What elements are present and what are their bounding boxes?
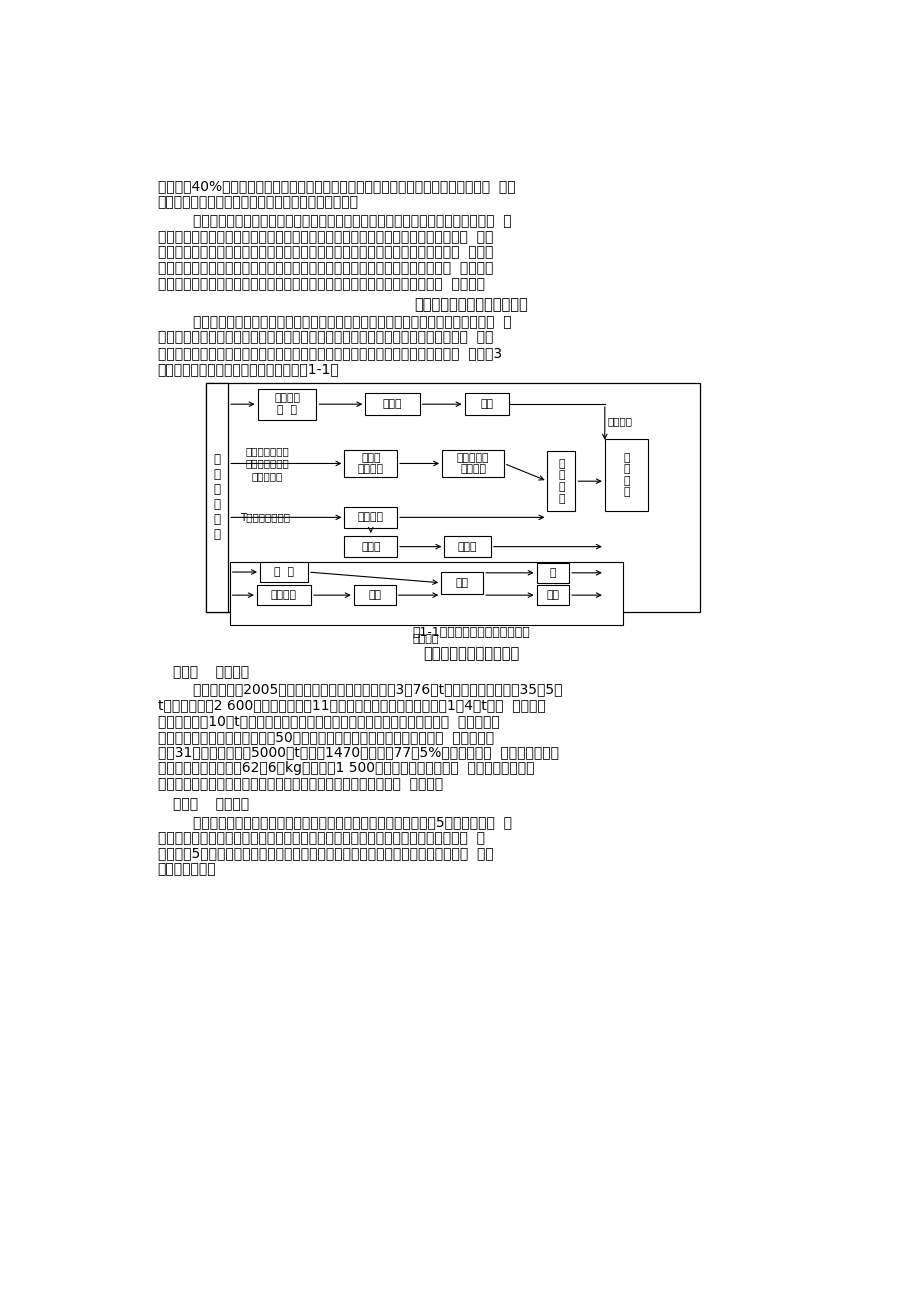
Text: 废置堆存
回  填: 废置堆存 回 填 (274, 393, 300, 415)
Bar (256, 585, 311, 605)
Text: 石、粉煤灰是两种排放量最大的工业固体废物，它们含有多种化学成分及有机质，处  理处: 石、粉煤灰是两种排放量最大的工业固体废物，它们含有多种化学成分及有机质，处 理处 (157, 331, 493, 345)
Bar (344, 506, 397, 529)
Text: 影响，无害化处理率低，只有少数有固定堆放场地，大部分进行自由堆放，或直接排  进河: 影响，无害化处理率低，只有少数有固定堆放场地，大部分进行自由堆放，或直接排 进河 (157, 229, 493, 243)
Text: 耕地。例如，平顶山矿区开发的50年内，仅平煤集团总公司所属煤矿及选产  厂排放煤矸: 耕地。例如，平顶山矿区开发的50年内，仅平煤集团总公司所属煤矿及选产 厂排放煤矸 (157, 730, 494, 743)
Text: T肥料、改良土壤: T肥料、改良土壤 (239, 513, 289, 522)
Text: t，大小矸石山2 600多座，占压土地11万多亩；我国粉煤灰的排放量达1．4亿t，粉  煤灰的总: t，大小矸石山2 600多座，占压土地11万多亩；我国粉煤灰的排放量达1．4亿t… (157, 698, 545, 712)
Text: （二）    污染大气: （二） 污染大气 (173, 798, 249, 811)
Bar (365, 393, 419, 415)
Text: 沟。矸石山侵占大量土地，随着风化、雨水淋溶作用重金属离子下渗污染土壤及水  体，矸: 沟。矸石山侵占大量土地，随着风化、雨水淋溶作用重金属离子下渗污染土壤及水 体，矸 (157, 246, 493, 259)
Text: （一）    侵占土地: （一） 侵占土地 (173, 665, 249, 680)
Text: 大气: 大气 (455, 578, 468, 587)
Bar (464, 393, 509, 415)
Text: 肉、奶: 肉、奶 (458, 542, 477, 552)
Text: 石山31座，矸石积存量5000万t，占地1470亩，其中77．5%为可耕地，按  当地平均种植水: 石山31座，矸石积存量5000万t，占地1470亩，其中77．5%为可耕地，按 … (157, 746, 558, 759)
Text: 食用植物: 食用植物 (357, 513, 383, 522)
Bar (444, 536, 491, 557)
Bar (353, 585, 395, 605)
Text: 据统计，截至2005年底，排放煤矸石、洗矸、煤泥3．76亿t，历年堆存的煤矸石35．5亿: 据统计，截至2005年底，排放煤矸石、洗矸、煤泥3．76亿t，历年堆存的煤矸石3… (157, 682, 562, 697)
Bar (344, 536, 397, 557)
Text: 江、河、湖、地
下水、固废是理
处一置场地: 江、河、湖、地 下水、固废是理 处一置场地 (244, 447, 289, 480)
Text: 直接接舱: 直接接舱 (413, 634, 439, 644)
Text: 化硫、氮氧化物、一氧化碳和总氧化剂。煤炭固体废物在堆放及处理过程中不同程度  地: 化硫、氮氧化物、一氧化碳和总氧化剂。煤炭固体废物在堆放及处理过程中不同程度 地 (157, 831, 484, 845)
Text: 图1-1煤炭固体废物污染致病途径: 图1-1煤炭固体废物污染致病途径 (413, 626, 529, 639)
Bar (206, 383, 228, 612)
Text: 一、煤炭固体废物的污染途径: 一、煤炭固体废物的污染途径 (414, 298, 528, 312)
Text: 堆存量已超过10亿t。煤炭固体废物的排放和堆存侵占大量的土地，其中有相  当部分为可: 堆存量已超过10亿t。煤炭固体废物的排放和堆存侵占大量的土地，其中有相 当部分为… (157, 713, 499, 728)
Text: 水生生
物、植物: 水生生 物、植物 (357, 453, 383, 474)
Text: 自  燃: 自 燃 (274, 568, 294, 577)
Bar (344, 449, 397, 478)
Text: 人
类
植
物: 人 类 植 物 (558, 458, 564, 504)
Text: 个方面：土壤、大气以及水体。具体见图1-1。: 个方面：土壤、大气以及水体。具体见图1-1。 (157, 362, 339, 376)
Text: 食用水生生
物、植物: 食用水生生 物、植物 (457, 453, 489, 474)
Text: 人
类
疾
病: 人 类 疾 病 (622, 453, 630, 497)
Bar (536, 585, 569, 605)
Text: 二、煤炭固体废物的危害: 二、煤炭固体废物的危害 (423, 646, 519, 661)
Text: 石的自燃散发大量的有害气体，严重污染大气；湿排粉煤灰需要消耗大量的水资  源、干涸: 石的自燃散发大量的有害气体，严重污染大气；湿排粉煤灰需要消耗大量的水资 源、干涸 (157, 262, 493, 275)
Text: 排放出这5种污染物，有的地区在一定时期内，其排放量还比较大，因此对大气环境  的污: 排放出这5种污染物，有的地区在一定时期内，其排放量还比较大，因此对大气环境 的污 (157, 846, 493, 861)
Bar (206, 383, 699, 612)
Text: 处理处置: 处理处置 (271, 590, 297, 600)
Text: 的储灰场会随风飘扬、灰坝崩塌等。这些都会导致人类赖以生存的环境质量不  断恶化。: 的储灰场会随风飘扬、灰坝崩塌等。这些都会导致人类赖以生存的环境质量不 断恶化。 (157, 277, 484, 292)
Bar (260, 562, 308, 582)
Bar (536, 562, 569, 583)
Bar (257, 389, 316, 419)
Text: 染也比较严重。: 染也比较严重。 (157, 862, 216, 876)
Bar (441, 449, 504, 478)
Bar (230, 562, 622, 625)
Text: 我国煤炭工业、电力工业是固体废物的主要发生源，是城乡环境的主要污染源。煤  矸: 我国煤炭工业、电力工业是固体废物的主要发生源，是城乡环境的主要污染源。煤 矸 (157, 315, 511, 329)
Text: 大力发展，排放的煤矸石和煤灰渣会越来越多，压占的土地也将越  占越多。: 大力发展，排放的煤矸石和煤灰渣会越来越多，压占的土地也将越 占越多。 (157, 777, 442, 792)
Text: 当前对我国大气环境造成污染的最主要、最具普遍影响的污染物有5种：飘尘、二  氧: 当前对我国大气环境造成污染的最主要、最具普遍影响的污染物有5种：飘尘、二 氧 (157, 815, 511, 829)
Text: 平，每年少收获粮食约62．6万kg，相当于1 500多人的粮食占有量。煤  炭、电力工业还要: 平，每年少收获粮食约62．6万kg，相当于1 500多人的粮食占有量。煤 炭、电… (157, 762, 534, 776)
Text: 接触透入: 接触透入 (607, 417, 631, 426)
Text: 物只有约40%进行综合利用，大部分仍处于任意排放，简单堆放的状况。部分废物直接  排入: 物只有约40%进行综合利用，大部分仍处于任意排放，简单堆放的状况。部分废物直接 … (157, 180, 515, 193)
Text: 供水: 供水 (480, 400, 493, 409)
Text: 矿区的固体废物随着经济的发展在逐年增多，由于受技术、资金和管理水平等因素  的: 矿区的固体废物随着经济的发展在逐年增多，由于受技术、资金和管理水平等因素 的 (157, 214, 511, 228)
Text: 皮肤: 皮肤 (546, 590, 559, 600)
Bar (604, 439, 648, 512)
Bar (441, 572, 482, 594)
Text: 尘埃: 尘埃 (368, 590, 380, 600)
Bar (547, 452, 574, 512)
Text: 喂动物: 喂动物 (360, 542, 380, 552)
Text: 置不当，会形成污染，通过不同途径危害人体健康。煤炭固体废物污染致病的途径  主要有3: 置不当，会形成污染，通过不同途径危害人体健康。煤炭固体废物污染致病的途径 主要有… (157, 346, 501, 361)
Text: 煤
炭
固
体
废
物: 煤 炭 固 体 废 物 (213, 453, 221, 542)
Text: 地下水: 地下水 (382, 400, 402, 409)
Text: 江河湖海，不但污染水体，也使江湖的面积不断缩小。: 江河湖海，不但污染水体，也使江湖的面积不断缩小。 (157, 195, 358, 210)
Text: 肺: 肺 (549, 568, 555, 578)
